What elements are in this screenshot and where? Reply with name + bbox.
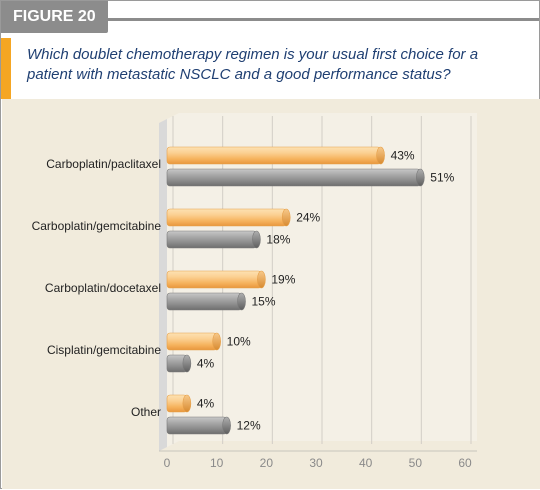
category-label: Carboplatin/docetaxel: [45, 281, 161, 295]
bar: [166, 168, 421, 187]
category-label: Carboplatin/gemcitabine: [32, 219, 162, 233]
data-label: 10%: [227, 335, 251, 349]
bar-end-cap: [237, 292, 246, 311]
x-tick-label: 40: [359, 456, 373, 470]
bar: [166, 292, 242, 311]
bar: [166, 146, 381, 165]
data-label: 15%: [252, 295, 276, 309]
bar-end-cap: [281, 208, 291, 227]
bar: [166, 332, 217, 351]
data-label: 4%: [197, 357, 215, 371]
bar: [166, 270, 262, 289]
left-axis-wall: [159, 119, 167, 451]
header-rule: [105, 18, 539, 21]
chart-question: Which doublet chemotherapy regimen is yo…: [27, 46, 479, 83]
x-tick-label: 10: [210, 456, 224, 470]
data-label: 4%: [197, 397, 215, 411]
data-label: 19%: [271, 273, 295, 287]
bar-end-cap: [212, 332, 221, 351]
data-label: 12%: [237, 419, 261, 433]
x-tick-label: 60: [458, 456, 472, 470]
bar-end-cap: [257, 270, 266, 289]
x-tick-label: 50: [409, 456, 423, 470]
bar: [166, 230, 257, 249]
x-tick-label: 20: [260, 456, 274, 470]
question-box: [1, 38, 539, 99]
category-label: Other: [131, 405, 161, 419]
category-label: Cisplatin/gemcitabine: [47, 343, 161, 357]
bar-end-cap: [376, 146, 385, 165]
x-tick-label: 0: [164, 456, 171, 470]
category-label: Carboplatin/paclitaxel: [46, 157, 161, 171]
bar-end-cap: [415, 168, 425, 187]
bar-end-cap: [222, 416, 231, 435]
x-tick-label: 30: [309, 456, 323, 470]
bar: [166, 208, 287, 227]
bar: [166, 416, 227, 435]
data-label: 43%: [391, 149, 415, 163]
bar-end-cap: [252, 230, 261, 249]
data-label: 51%: [430, 171, 454, 185]
data-label: 18%: [266, 233, 290, 247]
figure-label: FIGURE 20: [1, 1, 108, 33]
data-label: 24%: [296, 211, 320, 225]
bar-end-cap: [182, 394, 192, 413]
bar-end-cap: [182, 354, 192, 373]
